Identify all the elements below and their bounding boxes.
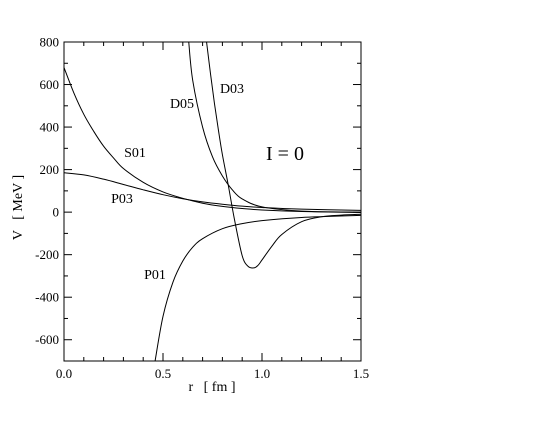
x-axis-title: r [ fm ] — [188, 380, 235, 395]
y-tick-label: 800 — [40, 35, 60, 50]
y-tick-label: 200 — [40, 162, 60, 177]
curve-p01 — [154, 214, 361, 361]
x-tick-label: 0.0 — [56, 366, 72, 381]
isospin-annotation: I = 0 — [266, 143, 304, 165]
y-tick-label: -600 — [35, 332, 59, 347]
curve-label-d05: D05 — [170, 97, 194, 112]
y-tick-label: -400 — [35, 290, 59, 305]
curve-p03 — [64, 172, 361, 211]
curves-group — [64, 42, 361, 361]
tick-labels: 0.0 0.5 1.0 1.5 -600 -400 -200 0 200 400 600 800 — [35, 35, 369, 382]
curve-label-s01: S01 — [124, 146, 146, 161]
curve-d03 — [206, 42, 361, 269]
plot-frame — [63, 41, 362, 362]
x-tick-label: 0.5 — [155, 366, 171, 381]
curve-labels: S01 P03 P01 D05 D03 — [111, 82, 244, 283]
axis-ticks — [63, 41, 362, 362]
curve-label-p01: P01 — [144, 268, 166, 283]
x-tick-label: 1.5 — [353, 366, 369, 381]
curve-label-d03: D03 — [220, 82, 244, 97]
curve-d05 — [188, 42, 361, 213]
x-tick-label: 1.0 — [254, 366, 270, 381]
y-tick-label: 600 — [40, 77, 60, 92]
y-tick-label: -200 — [35, 247, 59, 262]
y-tick-label: 400 — [40, 120, 60, 135]
curve-label-p03: P03 — [111, 192, 133, 207]
curve-s01 — [64, 67, 361, 214]
y-axis-title: V [ MeV ] — [11, 175, 26, 240]
y-tick-label: 0 — [53, 205, 60, 220]
